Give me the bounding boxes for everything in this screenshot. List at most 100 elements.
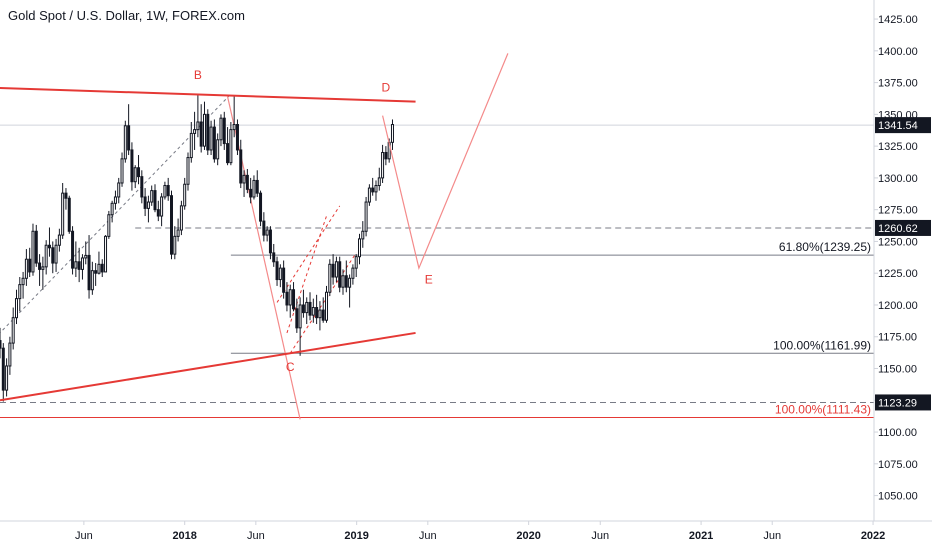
- candle[interactable]: [160, 193, 164, 227]
- candle[interactable]: [301, 289, 305, 318]
- candle[interactable]: [242, 170, 246, 197]
- candle[interactable]: [364, 196, 368, 237]
- candle[interactable]: [170, 190, 174, 260]
- time-axis[interactable]: Jun 2018 Jun 2019 Jun 2020 Jun 2021 Jun 2022: [0, 520, 932, 542]
- price-axis[interactable]: 1425.001400.001375.001350.001325.001300.…: [873, 0, 931, 521]
- candle[interactable]: [113, 190, 117, 210]
- candle[interactable]: [265, 226, 269, 242]
- candle[interactable]: [54, 238, 58, 272]
- candle[interactable]: [100, 259, 104, 278]
- candle[interactable]: [193, 111, 197, 150]
- candle[interactable]: [318, 301, 322, 331]
- candle[interactable]: [5, 358, 9, 397]
- candle[interactable]: [209, 120, 213, 156]
- candle[interactable]: [117, 177, 121, 204]
- candle[interactable]: [292, 282, 296, 312]
- candle[interactable]: [278, 264, 282, 288]
- candle[interactable]: [344, 260, 348, 293]
- candle[interactable]: [57, 228, 61, 252]
- candle[interactable]: [179, 200, 183, 236]
- candle[interactable]: [235, 119, 239, 156]
- candle[interactable]: [252, 175, 256, 200]
- candle[interactable]: [84, 241, 88, 265]
- candle[interactable]: [390, 119, 394, 150]
- candle[interactable]: [315, 294, 319, 325]
- candle[interactable]: [219, 114, 223, 147]
- candle[interactable]: [150, 185, 154, 206]
- candle[interactable]: [163, 181, 167, 200]
- candle[interactable]: [77, 247, 81, 283]
- candle[interactable]: [249, 177, 253, 204]
- candle[interactable]: [87, 235, 91, 299]
- candle[interactable]: [120, 152, 124, 187]
- candle[interactable]: [80, 254, 84, 280]
- candle[interactable]: [361, 221, 365, 248]
- candle[interactable]: [311, 298, 315, 323]
- candle[interactable]: [202, 101, 206, 150]
- candle[interactable]: [199, 104, 203, 153]
- candle[interactable]: [176, 218, 180, 242]
- channel-mid-line[interactable]: [276, 205, 341, 303]
- candle[interactable]: [107, 210, 111, 239]
- candle[interactable]: [24, 249, 28, 286]
- candle[interactable]: [1, 343, 5, 402]
- candle[interactable]: [44, 240, 48, 275]
- candle[interactable]: [34, 224, 38, 267]
- candle[interactable]: [381, 144, 385, 183]
- candle[interactable]: [321, 297, 325, 323]
- candle[interactable]: [285, 282, 289, 312]
- candle[interactable]: [212, 119, 216, 163]
- candle[interactable]: [351, 264, 355, 285]
- candle[interactable]: [67, 195, 71, 234]
- candle[interactable]: [123, 120, 127, 163]
- triangle-lower-line[interactable]: [0, 331, 416, 402]
- candle[interactable]: [226, 127, 230, 166]
- candle[interactable]: [325, 285, 329, 323]
- candle[interactable]: [133, 165, 137, 189]
- candle[interactable]: [8, 336, 12, 375]
- candle[interactable]: [127, 104, 131, 156]
- candle[interactable]: [97, 251, 101, 275]
- candle[interactable]: [183, 177, 187, 210]
- candle[interactable]: [348, 274, 352, 308]
- candle[interactable]: [153, 184, 157, 213]
- candle[interactable]: [90, 261, 94, 295]
- candle[interactable]: [354, 254, 358, 278]
- triangle-upper-line[interactable]: [0, 87, 416, 103]
- candle[interactable]: [308, 292, 312, 321]
- candle[interactable]: [31, 223, 35, 276]
- candle[interactable]: [268, 226, 272, 260]
- candle[interactable]: [229, 121, 233, 166]
- candle[interactable]: [14, 289, 18, 325]
- candle[interactable]: [146, 195, 150, 223]
- candle[interactable]: [64, 188, 68, 210]
- candle[interactable]: [38, 254, 42, 286]
- candle[interactable]: [18, 277, 22, 312]
- candle[interactable]: [328, 259, 332, 297]
- candle[interactable]: [137, 155, 141, 185]
- candle[interactable]: [232, 95, 236, 138]
- candle[interactable]: [275, 256, 279, 286]
- candle[interactable]: [110, 200, 114, 223]
- candle[interactable]: [156, 200, 160, 222]
- candle[interactable]: [186, 152, 190, 191]
- candle[interactable]: [189, 121, 193, 163]
- candle[interactable]: [28, 247, 32, 278]
- candle[interactable]: [357, 233, 361, 265]
- candle[interactable]: [173, 226, 177, 260]
- candle[interactable]: [51, 241, 55, 274]
- candle[interactable]: [341, 269, 345, 295]
- candle[interactable]: [166, 177, 170, 201]
- candle[interactable]: [47, 227, 51, 257]
- candle[interactable]: [104, 235, 108, 273]
- projected-wave-path[interactable]: [382, 53, 509, 271]
- candle[interactable]: [374, 180, 378, 201]
- candle[interactable]: [384, 146, 388, 166]
- candle[interactable]: [216, 133, 220, 166]
- candle[interactable]: [259, 190, 263, 227]
- candle[interactable]: [371, 177, 375, 196]
- candle[interactable]: [94, 263, 98, 286]
- candle[interactable]: [143, 188, 147, 217]
- candle[interactable]: [245, 169, 249, 194]
